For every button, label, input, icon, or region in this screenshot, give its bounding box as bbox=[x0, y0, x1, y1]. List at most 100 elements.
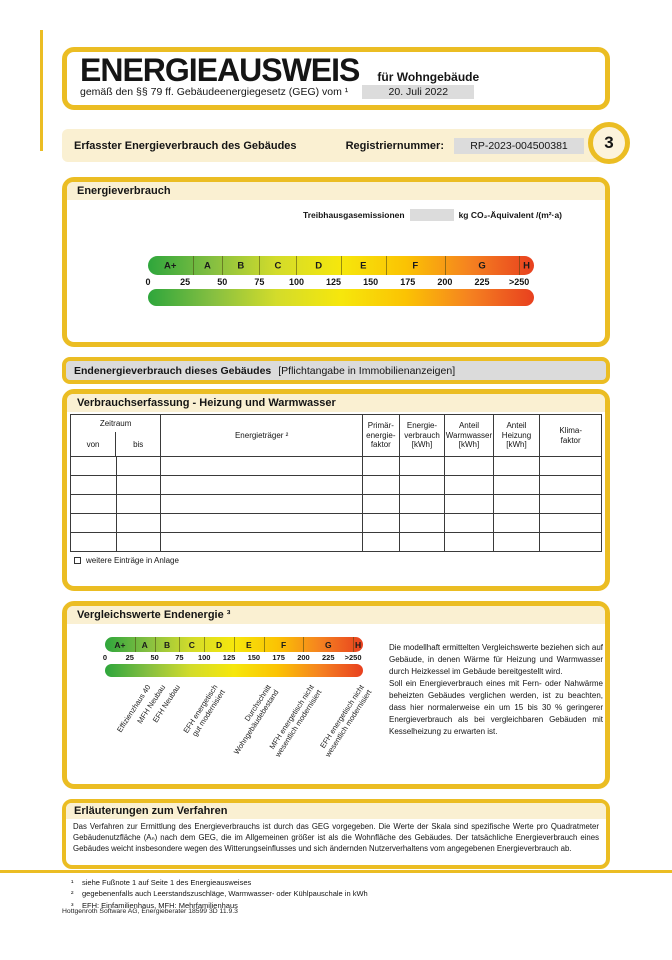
registration-caption: Erfasster Energieverbrauch des Gebäudes bbox=[74, 139, 297, 152]
table-cell bbox=[398, 532, 446, 552]
vergleichswerte-box: Vergleichswerte Endenergie ³ A+ A B C D E F G H … bbox=[62, 601, 610, 789]
scale-tick: 225 bbox=[322, 653, 335, 662]
scale-tick: 25 bbox=[180, 277, 191, 287]
table-cell bbox=[362, 532, 400, 552]
table-cell bbox=[115, 494, 162, 514]
scale-letter-G: G bbox=[478, 260, 486, 271]
table-cell bbox=[444, 475, 494, 495]
registration-number-label: Registriernummer: bbox=[345, 139, 444, 152]
table-cell bbox=[115, 532, 162, 552]
column-von: von bbox=[86, 439, 100, 449]
table-cell bbox=[362, 513, 400, 533]
energy-scale-letter-bar: A+ A B C D E F G H bbox=[148, 256, 534, 275]
scale-tick: >250 bbox=[509, 277, 530, 287]
energy-scale-large: A+ A B C D E F G H 0 25 50 75 100 125 150 175 200 225 >250 bbox=[145, 256, 534, 306]
ghg-unit: kg CO₂-Äquivalent /(m²·a) bbox=[458, 210, 562, 220]
footnote: ³ EFH: Einfamilienhaus, MFH: Mehrfamilien… bbox=[71, 900, 238, 910]
energy-scale-ticks: 0 25 50 75 100 125 150 175 200 225 >250 bbox=[145, 275, 534, 289]
page-number: 3 bbox=[604, 133, 614, 152]
scale-divider bbox=[134, 637, 136, 652]
table-cell bbox=[115, 475, 162, 495]
endenergieverbrauch-bar: Endenergieverbrauch dieses Gebäudes [Pfl… bbox=[62, 357, 610, 384]
comparison-explanation: Die modellhaft ermittelten Vergleichswer… bbox=[389, 642, 603, 738]
scale-letter-F: F bbox=[412, 260, 419, 271]
table-cell bbox=[492, 494, 541, 514]
comparison-paragraph-1: Die modellhaft ermittelten Vergleichswer… bbox=[389, 643, 603, 676]
scale-divider bbox=[192, 256, 194, 275]
table-cell bbox=[398, 475, 446, 495]
comparison-paragraph-2: Soll ein Energieverbrauch eines mit Fern… bbox=[389, 679, 603, 736]
scale-tick: 125 bbox=[326, 277, 342, 287]
registration-number-field: RP-2023-004500381 bbox=[454, 137, 584, 154]
endenergieverbrauch-label: Endenergieverbrauch dieses Gebäudes bbox=[74, 364, 272, 377]
scale-divider bbox=[179, 637, 181, 652]
scale-divider bbox=[154, 637, 156, 652]
table-cell bbox=[115, 513, 162, 533]
more-entries-checkbox[interactable] bbox=[74, 557, 81, 564]
scale-divider bbox=[296, 256, 298, 275]
ghg-value-field bbox=[409, 209, 454, 221]
scale-letter-D: D bbox=[315, 260, 323, 271]
scale-letter-E: E bbox=[246, 639, 252, 650]
column-klimafaktor: Klima- faktor bbox=[539, 414, 602, 457]
scale-tick: 200 bbox=[297, 653, 310, 662]
scale-divider bbox=[204, 637, 206, 652]
scale-tick: 175 bbox=[272, 653, 285, 662]
scale-tick: 150 bbox=[363, 277, 379, 287]
table-cell bbox=[492, 513, 541, 533]
table-row bbox=[70, 456, 602, 476]
verbrauchserfassung-box: Verbrauchserfassung - Heizung und Warmwa… bbox=[62, 389, 610, 591]
energy-consumption-box: Energieverbrauch Treibhausgasemissionen … bbox=[62, 177, 610, 347]
column-anteil-warmwasser: Anteil Warmwasser [kWh] bbox=[444, 414, 494, 457]
scale-tick: 100 bbox=[197, 653, 211, 662]
scale-divider bbox=[222, 256, 224, 275]
scale-letter-H: H bbox=[354, 639, 362, 650]
footnote: ² gegebenenfalls auch Leerstandszuschläge… bbox=[71, 889, 368, 899]
scale-letter-H: H bbox=[523, 260, 530, 271]
column-energieverbrauch: Energie- verbrauch [kWh] bbox=[398, 414, 446, 457]
table-cell bbox=[160, 532, 364, 552]
scale-tick: 150 bbox=[247, 653, 261, 662]
table-cell bbox=[70, 532, 117, 552]
table-cell bbox=[444, 456, 494, 476]
comparison-scale-letter-bar: A+ A B C D E F G H bbox=[105, 637, 363, 652]
section-title-erlaeuterungen: Erläuterungen zum Verfahren bbox=[66, 803, 606, 819]
ghg-row: Treibhausgasemissionen kg CO₂-Äquivalent… bbox=[303, 209, 562, 221]
footnotes: ¹ siehe Fußnote 1 auf Seite 1 des Energie… bbox=[71, 877, 368, 911]
table-cell bbox=[398, 494, 446, 514]
scale-letter-D: D bbox=[216, 639, 223, 650]
scale-divider bbox=[519, 256, 521, 275]
scale-letter-A+: A+ bbox=[114, 639, 126, 650]
scale-tick: 0 bbox=[102, 653, 108, 662]
registration-bar: Erfasster Energieverbrauch des Gebäudes … bbox=[62, 129, 610, 162]
column-primaerenergiefaktor: Primär- energie- faktor bbox=[362, 414, 400, 457]
scale-tick: 175 bbox=[400, 277, 416, 287]
scale-tick: 200 bbox=[437, 277, 453, 287]
table-cell bbox=[160, 513, 364, 533]
table-cell bbox=[362, 475, 400, 495]
scale-tick: 25 bbox=[125, 653, 134, 662]
table-cell bbox=[398, 513, 446, 533]
page-bottom-rule bbox=[0, 870, 672, 873]
table-row bbox=[70, 532, 602, 552]
comparison-scale-ticks: 0 25 50 75 100 125 150 175 200 225 >250 bbox=[102, 652, 363, 664]
table-cell bbox=[492, 475, 541, 495]
scale-letter-F: F bbox=[281, 639, 287, 650]
header-box: ENERGIEAUSWEIS für Wohngebäude gemäß den… bbox=[62, 47, 610, 110]
table-cell bbox=[362, 456, 400, 476]
column-bis: bis bbox=[115, 432, 160, 456]
scale-letter-G: G bbox=[324, 639, 332, 650]
law-date-field: 20. Juli 2022 bbox=[362, 85, 475, 100]
scale-tick: 0 bbox=[145, 277, 151, 287]
energy-scale-small: A+ A B C D E F G H 0 25 50 75 100 125 150 175 200 225 >250 bbox=[102, 637, 363, 677]
scale-tick: 75 bbox=[254, 277, 265, 287]
energy-scale-gradient-bar bbox=[148, 289, 534, 306]
consumption-table-body bbox=[70, 456, 602, 552]
column-anteil-heizung: Anteil Heizung [kWh] bbox=[492, 414, 541, 457]
table-row bbox=[70, 475, 602, 495]
section-title-vergleichswerte: Vergleichswerte Endenergie ³ bbox=[67, 606, 605, 624]
software-credit: Hottgenroth Software AG, Energieberater … bbox=[62, 908, 238, 915]
scale-tick: 50 bbox=[217, 277, 228, 287]
scale-letter-E: E bbox=[360, 260, 367, 271]
scale-divider bbox=[444, 256, 446, 275]
